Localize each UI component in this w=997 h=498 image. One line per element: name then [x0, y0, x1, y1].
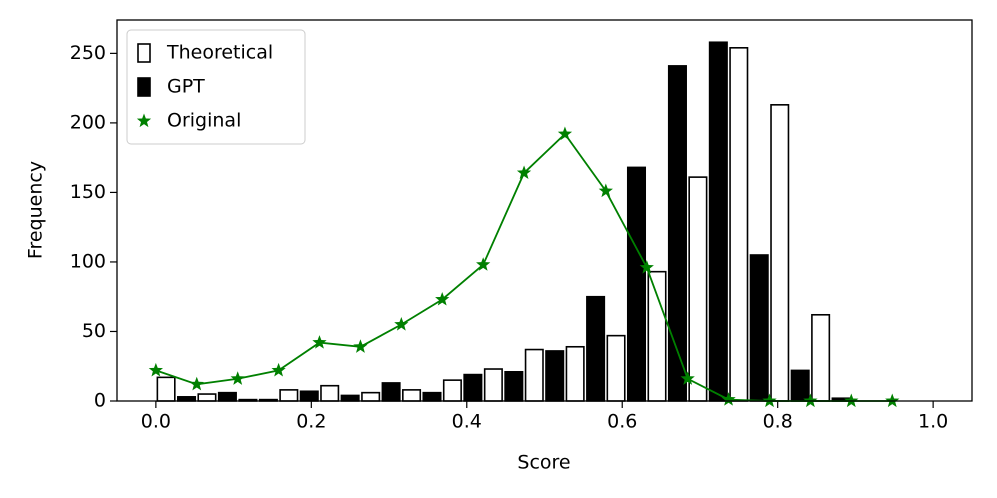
bar	[361, 391, 381, 402]
legend-label: Original	[167, 110, 241, 132]
bar	[545, 350, 565, 402]
y-tick-label: 150	[70, 181, 106, 203]
x-tick-label: 1.0	[918, 411, 948, 433]
marker	[557, 126, 573, 141]
bar	[217, 391, 237, 402]
marker	[516, 165, 532, 180]
legend-swatch	[136, 113, 152, 128]
legend-label: GPT	[167, 76, 205, 98]
marker	[148, 362, 163, 377]
bar	[402, 389, 422, 402]
bar	[504, 370, 524, 402]
x-tick-label: 0.6	[607, 411, 637, 433]
bar	[524, 348, 544, 402]
legend-swatch	[137, 43, 151, 63]
marker	[762, 393, 777, 408]
bar	[381, 382, 401, 402]
marker	[394, 317, 409, 331]
bar	[688, 176, 708, 402]
bar	[320, 384, 340, 402]
y-axis-label: Frequency	[25, 161, 47, 259]
bar	[790, 369, 810, 402]
bar	[729, 47, 749, 402]
marker	[271, 362, 286, 377]
legend: Theoretical GPT Original	[126, 29, 306, 145]
bar	[647, 270, 667, 402]
x-tick-label: 0.8	[763, 411, 793, 433]
bar	[749, 254, 769, 402]
bar	[586, 295, 606, 402]
marker	[598, 183, 613, 198]
bar	[299, 390, 319, 402]
legend-label: Theoretical	[166, 42, 273, 64]
y-tick-label: 250	[70, 42, 106, 64]
marker	[353, 339, 368, 353]
bar	[606, 334, 626, 402]
marker	[885, 393, 900, 408]
y-tick-label: 0	[94, 390, 106, 412]
bar	[811, 313, 831, 402]
marker	[680, 371, 695, 385]
marker	[476, 257, 491, 271]
x-tick-label: 0.2	[296, 411, 326, 433]
bar	[565, 345, 585, 402]
bar	[156, 376, 176, 402]
legend-box	[126, 29, 306, 145]
marker	[230, 371, 245, 385]
marker	[435, 291, 450, 306]
y-tick-label: 100	[70, 250, 106, 272]
bar	[770, 104, 790, 402]
bar	[626, 166, 647, 402]
y-tick-label: 200	[70, 111, 106, 133]
bar	[279, 389, 299, 402]
bar	[708, 41, 728, 402]
legend-swatch	[137, 77, 151, 97]
x-tick-label: 0.4	[452, 411, 482, 433]
marker	[803, 393, 818, 408]
plot-frame	[116, 19, 973, 402]
marker	[189, 376, 204, 391]
bar	[463, 373, 483, 402]
x-axis-label: Score	[517, 452, 570, 474]
marker	[844, 393, 859, 408]
bar	[422, 391, 442, 402]
bar	[340, 394, 360, 402]
marker	[312, 335, 327, 349]
x-tick-label: 0.0	[141, 411, 171, 433]
bar	[442, 379, 462, 402]
marker	[721, 392, 736, 406]
bar	[483, 368, 503, 402]
y-tick-label: 50	[82, 320, 106, 342]
marker	[639, 260, 654, 274]
bar	[197, 393, 217, 402]
